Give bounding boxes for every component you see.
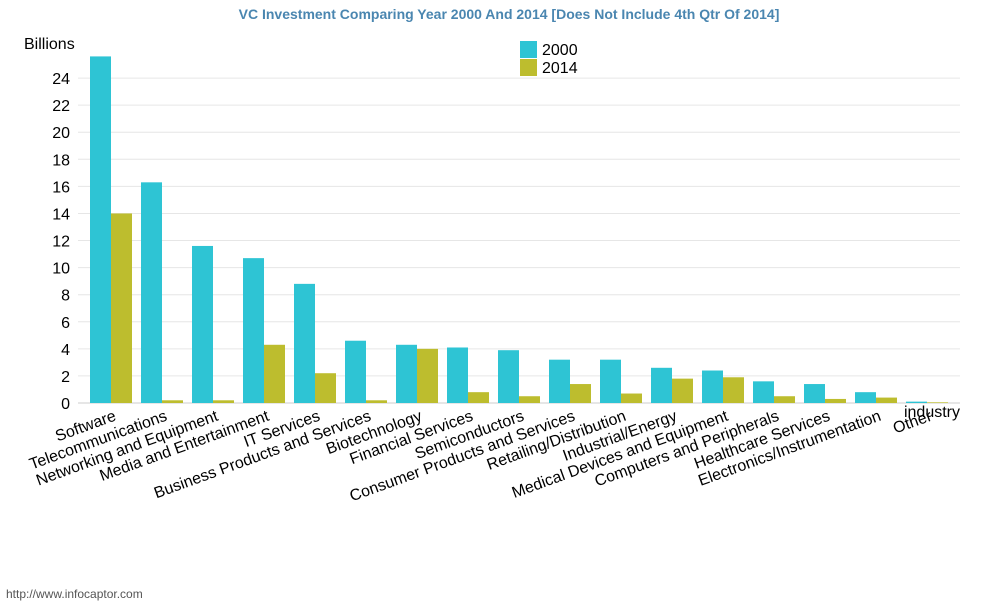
bar-2014-software (111, 213, 132, 403)
bar-2000-telecommunications (141, 182, 162, 403)
bar-2014-it-services (315, 373, 336, 403)
y-tick-label: 10 (52, 261, 70, 278)
source-credit: http://www.infocaptor.com (6, 587, 143, 601)
bar-2014-telecommunications (162, 400, 183, 403)
bar-2014-other (927, 402, 948, 403)
bar-2000-electronics-instrumentation (855, 392, 876, 403)
bar-2000-medical-devices-and-equipment (702, 370, 723, 403)
bar-2000-semiconductors (498, 350, 519, 403)
y-tick-label: 0 (61, 396, 70, 413)
y-tick-label: 18 (52, 152, 70, 169)
bars (90, 56, 948, 404)
bar-2000-financial-services (447, 347, 468, 403)
bar-2014-semiconductors (519, 396, 540, 403)
bar-2014-industrial-energy (672, 378, 693, 403)
x-axis-label: industry (904, 404, 960, 421)
bar-2014-business-products-and-services (366, 400, 387, 403)
bar-2014-computers-and-peripherals (774, 396, 795, 403)
bar-2000-retailing-distribution (600, 359, 621, 403)
bar-2000-business-products-and-services (345, 340, 366, 403)
legend-swatch-2000 (520, 41, 537, 58)
y-tick-label: 24 (52, 71, 70, 88)
gridlines (78, 77, 960, 404)
bar-2014-medical-devices-and-equipment (723, 377, 744, 403)
bar-2000-biotechnology (396, 344, 417, 403)
bar-2000-other (906, 401, 927, 403)
bar-2000-software (90, 56, 111, 404)
bar-2014-electronics-instrumentation (876, 397, 897, 403)
legend-label-2014: 2014 (542, 60, 578, 77)
bar-2000-industrial-energy (651, 367, 672, 403)
bar-2000-media-and-entertainment (243, 258, 264, 403)
chart-title: VC Investment Comparing Year 2000 And 20… (239, 6, 780, 22)
y-tick-label: 6 (61, 315, 70, 332)
legend-label-2000: 2000 (542, 42, 578, 59)
y-tick-label: 8 (61, 288, 70, 305)
y-tick-label: 12 (52, 234, 70, 251)
bar-2000-networking-and-equipment (192, 245, 213, 403)
bar-2000-healthcare-services (804, 384, 825, 403)
bar-2000-computers-and-peripherals (753, 381, 774, 403)
y-tick-label: 2 (61, 369, 70, 386)
bar-2014-healthcare-services (825, 398, 846, 403)
y-tick-label: 4 (61, 342, 70, 359)
legend-swatch-2014 (520, 59, 537, 76)
y-axis-label: Billions (24, 36, 75, 53)
bar-2000-consumer-products-and-services (549, 359, 570, 403)
bar-2014-networking-and-equipment (213, 400, 234, 403)
bar-2014-retailing-distribution (621, 393, 642, 403)
bar-2014-media-and-entertainment (264, 344, 285, 403)
y-tick-label: 16 (52, 179, 70, 196)
y-tick-label: 22 (52, 98, 70, 115)
bar-2014-biotechnology (417, 348, 438, 403)
y-tick-label: 20 (52, 125, 70, 142)
bar-2014-consumer-products-and-services (570, 384, 591, 403)
bar-2000-it-services (294, 283, 315, 403)
y-tick-label: 14 (52, 206, 70, 223)
bar-2014-financial-services (468, 392, 489, 403)
